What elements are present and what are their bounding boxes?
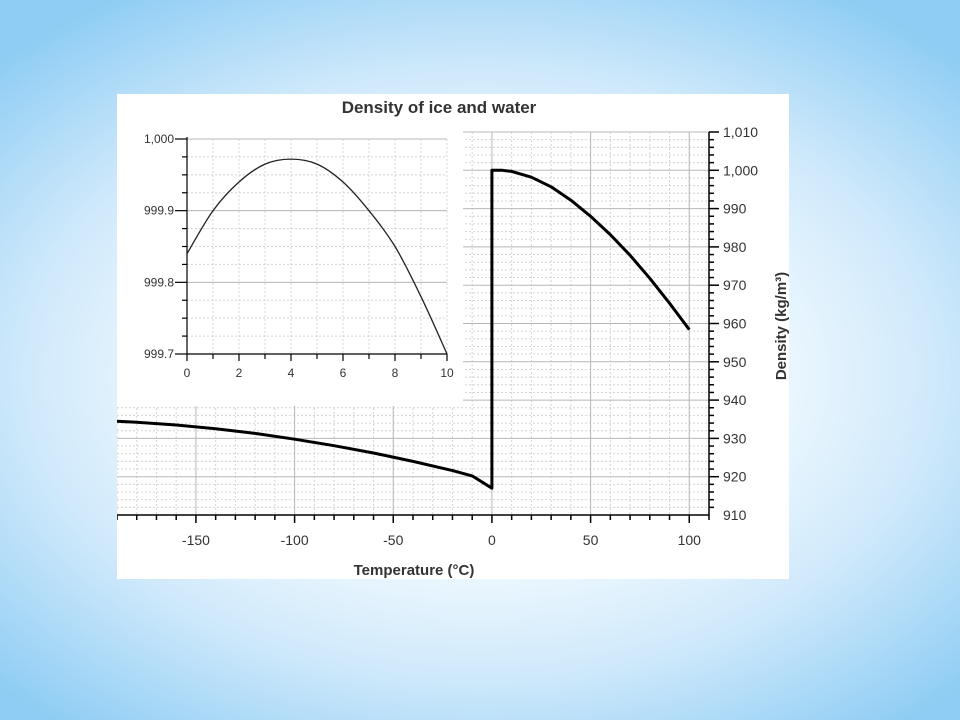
y-tick-label: 940 bbox=[723, 392, 747, 408]
inset-density-curve bbox=[186, 158, 448, 355]
inset-y-tick-label: 999.8 bbox=[144, 275, 174, 289]
x-tick-label: -100 bbox=[281, 532, 309, 548]
inset-x-tick-label: 8 bbox=[392, 366, 399, 380]
density-line bbox=[117, 168, 691, 490]
y-tick-label: 960 bbox=[723, 316, 747, 332]
x-tick-label: 0 bbox=[488, 532, 496, 548]
inset-y-tick-label: 999.7 bbox=[144, 347, 174, 361]
inset-chart: 0 2 4 6 8 10 999.7 999.8 999.9 1,000 bbox=[117, 122, 463, 406]
x-tick-label: -50 bbox=[383, 532, 403, 548]
x-tick-label: -150 bbox=[182, 532, 210, 548]
inset-x-tick-label: 0 bbox=[184, 366, 191, 380]
y-tick-label: 920 bbox=[723, 469, 747, 485]
inset-y-tick-label: 999.9 bbox=[144, 204, 174, 218]
y-tick-label: 930 bbox=[723, 430, 747, 446]
y-tick-label: 990 bbox=[723, 201, 747, 217]
y-tick-label: 1,010 bbox=[723, 124, 758, 140]
main-plot: -150 -100 -50 0 50 10091092093094095096097098… bbox=[117, 124, 758, 548]
density-chart: 0 2 4 6 8 10 999.7 999.8 999.9 1,000 -150 -100 -50 0… bbox=[117, 98, 789, 579]
x-tick-label: 50 bbox=[583, 532, 599, 548]
y-axis-title: Density (kg/m³) bbox=[773, 272, 789, 380]
inset-x-tick-label: 6 bbox=[340, 366, 347, 380]
inset-y-tick-label: 1,000 bbox=[144, 132, 174, 146]
inset-x-tick-label: 4 bbox=[288, 366, 295, 380]
x-axis-title: Temperature (°C) bbox=[354, 562, 475, 579]
y-tick-label: 910 bbox=[723, 507, 747, 523]
chart-title: Density of ice and water bbox=[342, 98, 537, 117]
y-tick-label: 970 bbox=[723, 277, 747, 293]
y-tick-label: 1,000 bbox=[723, 162, 758, 178]
x-tick-label: 100 bbox=[678, 532, 702, 548]
y-tick-label: 950 bbox=[723, 354, 747, 370]
chart-card: 0 2 4 6 8 10 999.7 999.8 999.9 1,000 -150 -100 -50 0… bbox=[117, 94, 789, 579]
inset-x-tick-label: 10 bbox=[440, 366, 454, 380]
y-tick-label: 980 bbox=[723, 239, 747, 255]
inset-x-tick-label: 2 bbox=[236, 366, 243, 380]
